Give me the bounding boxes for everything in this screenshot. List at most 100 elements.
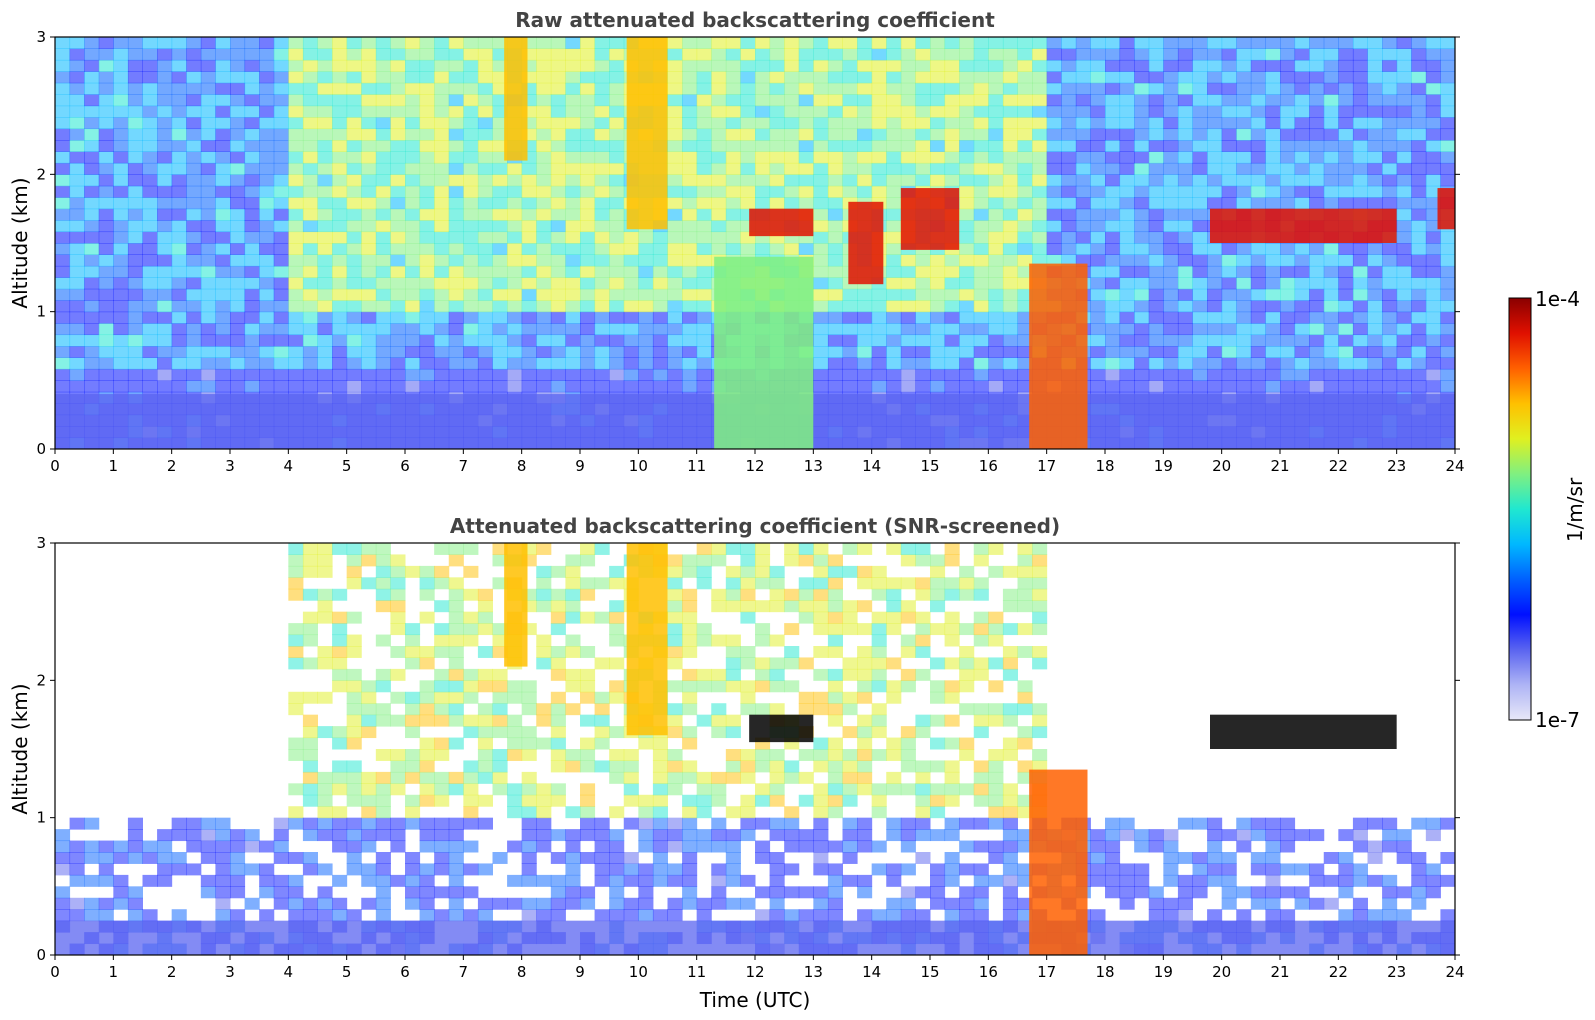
heatmap-cell	[652, 806, 668, 819]
heatmap-cell	[157, 105, 173, 118]
heatmap-cell	[463, 220, 479, 233]
heatmap-cell	[944, 117, 960, 130]
heatmap-cell	[784, 151, 800, 164]
heatmap-cell	[477, 59, 493, 72]
y-tick-label: 3	[36, 28, 46, 46]
heatmap-cell	[434, 357, 450, 370]
heatmap-cell	[813, 623, 829, 636]
heatmap-cell	[302, 117, 318, 130]
heatmap-cell	[463, 691, 479, 704]
heatmap-cell	[375, 300, 391, 313]
heatmap-cell	[113, 323, 129, 336]
heatmap-cell	[1250, 357, 1266, 370]
heatmap-cell	[375, 48, 391, 61]
heatmap-cell	[886, 208, 902, 221]
heatmap-cell	[361, 117, 377, 130]
heatmap-cell	[1163, 277, 1179, 290]
heatmap-cell	[142, 48, 158, 61]
heatmap-cell	[1090, 265, 1106, 278]
heatmap-cell	[959, 208, 975, 221]
heatmap-cell	[682, 174, 698, 187]
heatmap-cell	[1236, 185, 1252, 198]
heatmap-cell	[434, 254, 450, 267]
heatmap-cell	[930, 760, 946, 773]
heatmap-cell	[565, 277, 581, 290]
heatmap-cell	[842, 300, 858, 313]
heatmap-cell	[273, 208, 289, 221]
heatmap-cell	[142, 208, 158, 221]
heatmap-cell	[1163, 37, 1179, 49]
heatmap-cell	[1440, 231, 1455, 244]
heatmap-cell	[375, 277, 391, 290]
heatmap-cell	[667, 703, 683, 716]
heatmap-cell	[536, 783, 552, 796]
heatmap-cell	[332, 82, 348, 95]
heatmap-cell	[580, 128, 596, 141]
heatmap-cell	[915, 623, 931, 636]
heatmap-cell	[1352, 380, 1368, 393]
heatmap-cell	[740, 760, 756, 773]
heatmap-cell	[463, 771, 479, 784]
heatmap-cell	[871, 71, 887, 84]
heatmap-cell	[1425, 197, 1441, 210]
heatmap-cell	[405, 197, 421, 210]
heatmap-cell	[886, 254, 902, 267]
heatmap-cell	[536, 162, 552, 175]
heatmap-cell	[550, 59, 566, 72]
heatmap-cell	[711, 794, 727, 807]
heatmap-cell	[1265, 380, 1281, 393]
heatmap-cell	[959, 128, 975, 141]
heatmap-cell	[200, 174, 216, 187]
heatmap-cell	[332, 829, 348, 842]
heatmap-cell	[900, 128, 916, 141]
heatmap-cell	[682, 220, 698, 233]
heatmap-cell	[623, 323, 639, 336]
heatmap-cell	[959, 277, 975, 290]
heatmap-cell	[900, 817, 916, 830]
heatmap-cell	[346, 863, 362, 876]
heatmap-cell	[1032, 174, 1048, 187]
heatmap-cell	[1382, 185, 1398, 198]
heatmap-cell	[550, 174, 566, 187]
heatmap-cell	[302, 243, 318, 255]
heatmap-cell	[813, 71, 829, 84]
heatmap-cell	[1105, 197, 1121, 210]
heatmap-cell	[1396, 185, 1412, 198]
heatmap-cell	[886, 105, 902, 118]
heatmap-cell	[375, 368, 391, 381]
heatmap-cell	[273, 817, 289, 830]
heatmap-cell	[652, 277, 668, 290]
heatmap-cell	[536, 82, 552, 95]
heatmap-cell	[857, 737, 873, 750]
heatmap-cell	[55, 840, 71, 853]
heatmap-cell	[1367, 197, 1383, 210]
heatmap-cell	[827, 311, 843, 324]
heatmap-cell	[536, 565, 552, 578]
heatmap-cell	[682, 117, 698, 130]
heatmap-cell	[1425, 288, 1441, 301]
heatmap-cell	[886, 577, 902, 590]
heatmap-cell	[1148, 334, 1164, 347]
heatmap-cell	[580, 368, 596, 381]
heatmap-cell	[361, 357, 377, 370]
heatmap-cell	[346, 357, 362, 370]
heatmap-cell	[405, 357, 421, 370]
heatmap-cell	[609, 380, 625, 393]
heatmap-cell	[332, 588, 348, 601]
heatmap-cell	[1207, 140, 1223, 152]
heatmap-cell	[215, 117, 231, 130]
heatmap-cell	[609, 368, 625, 381]
heatmap-cell	[1309, 174, 1325, 187]
heatmap-cell	[419, 105, 435, 118]
heatmap-cell	[477, 94, 493, 107]
heatmap-cell	[813, 794, 829, 807]
heatmap-cell	[1032, 59, 1048, 72]
heatmap-cell	[1280, 37, 1296, 49]
heatmap-cell	[127, 71, 143, 84]
heatmap-cell	[638, 840, 654, 853]
heatmap-cell	[1046, 105, 1062, 118]
heatmap-cell	[930, 300, 946, 313]
heatmap-cell	[463, 886, 479, 899]
heatmap-cell	[886, 128, 902, 141]
heatmap-cell	[1192, 323, 1208, 336]
